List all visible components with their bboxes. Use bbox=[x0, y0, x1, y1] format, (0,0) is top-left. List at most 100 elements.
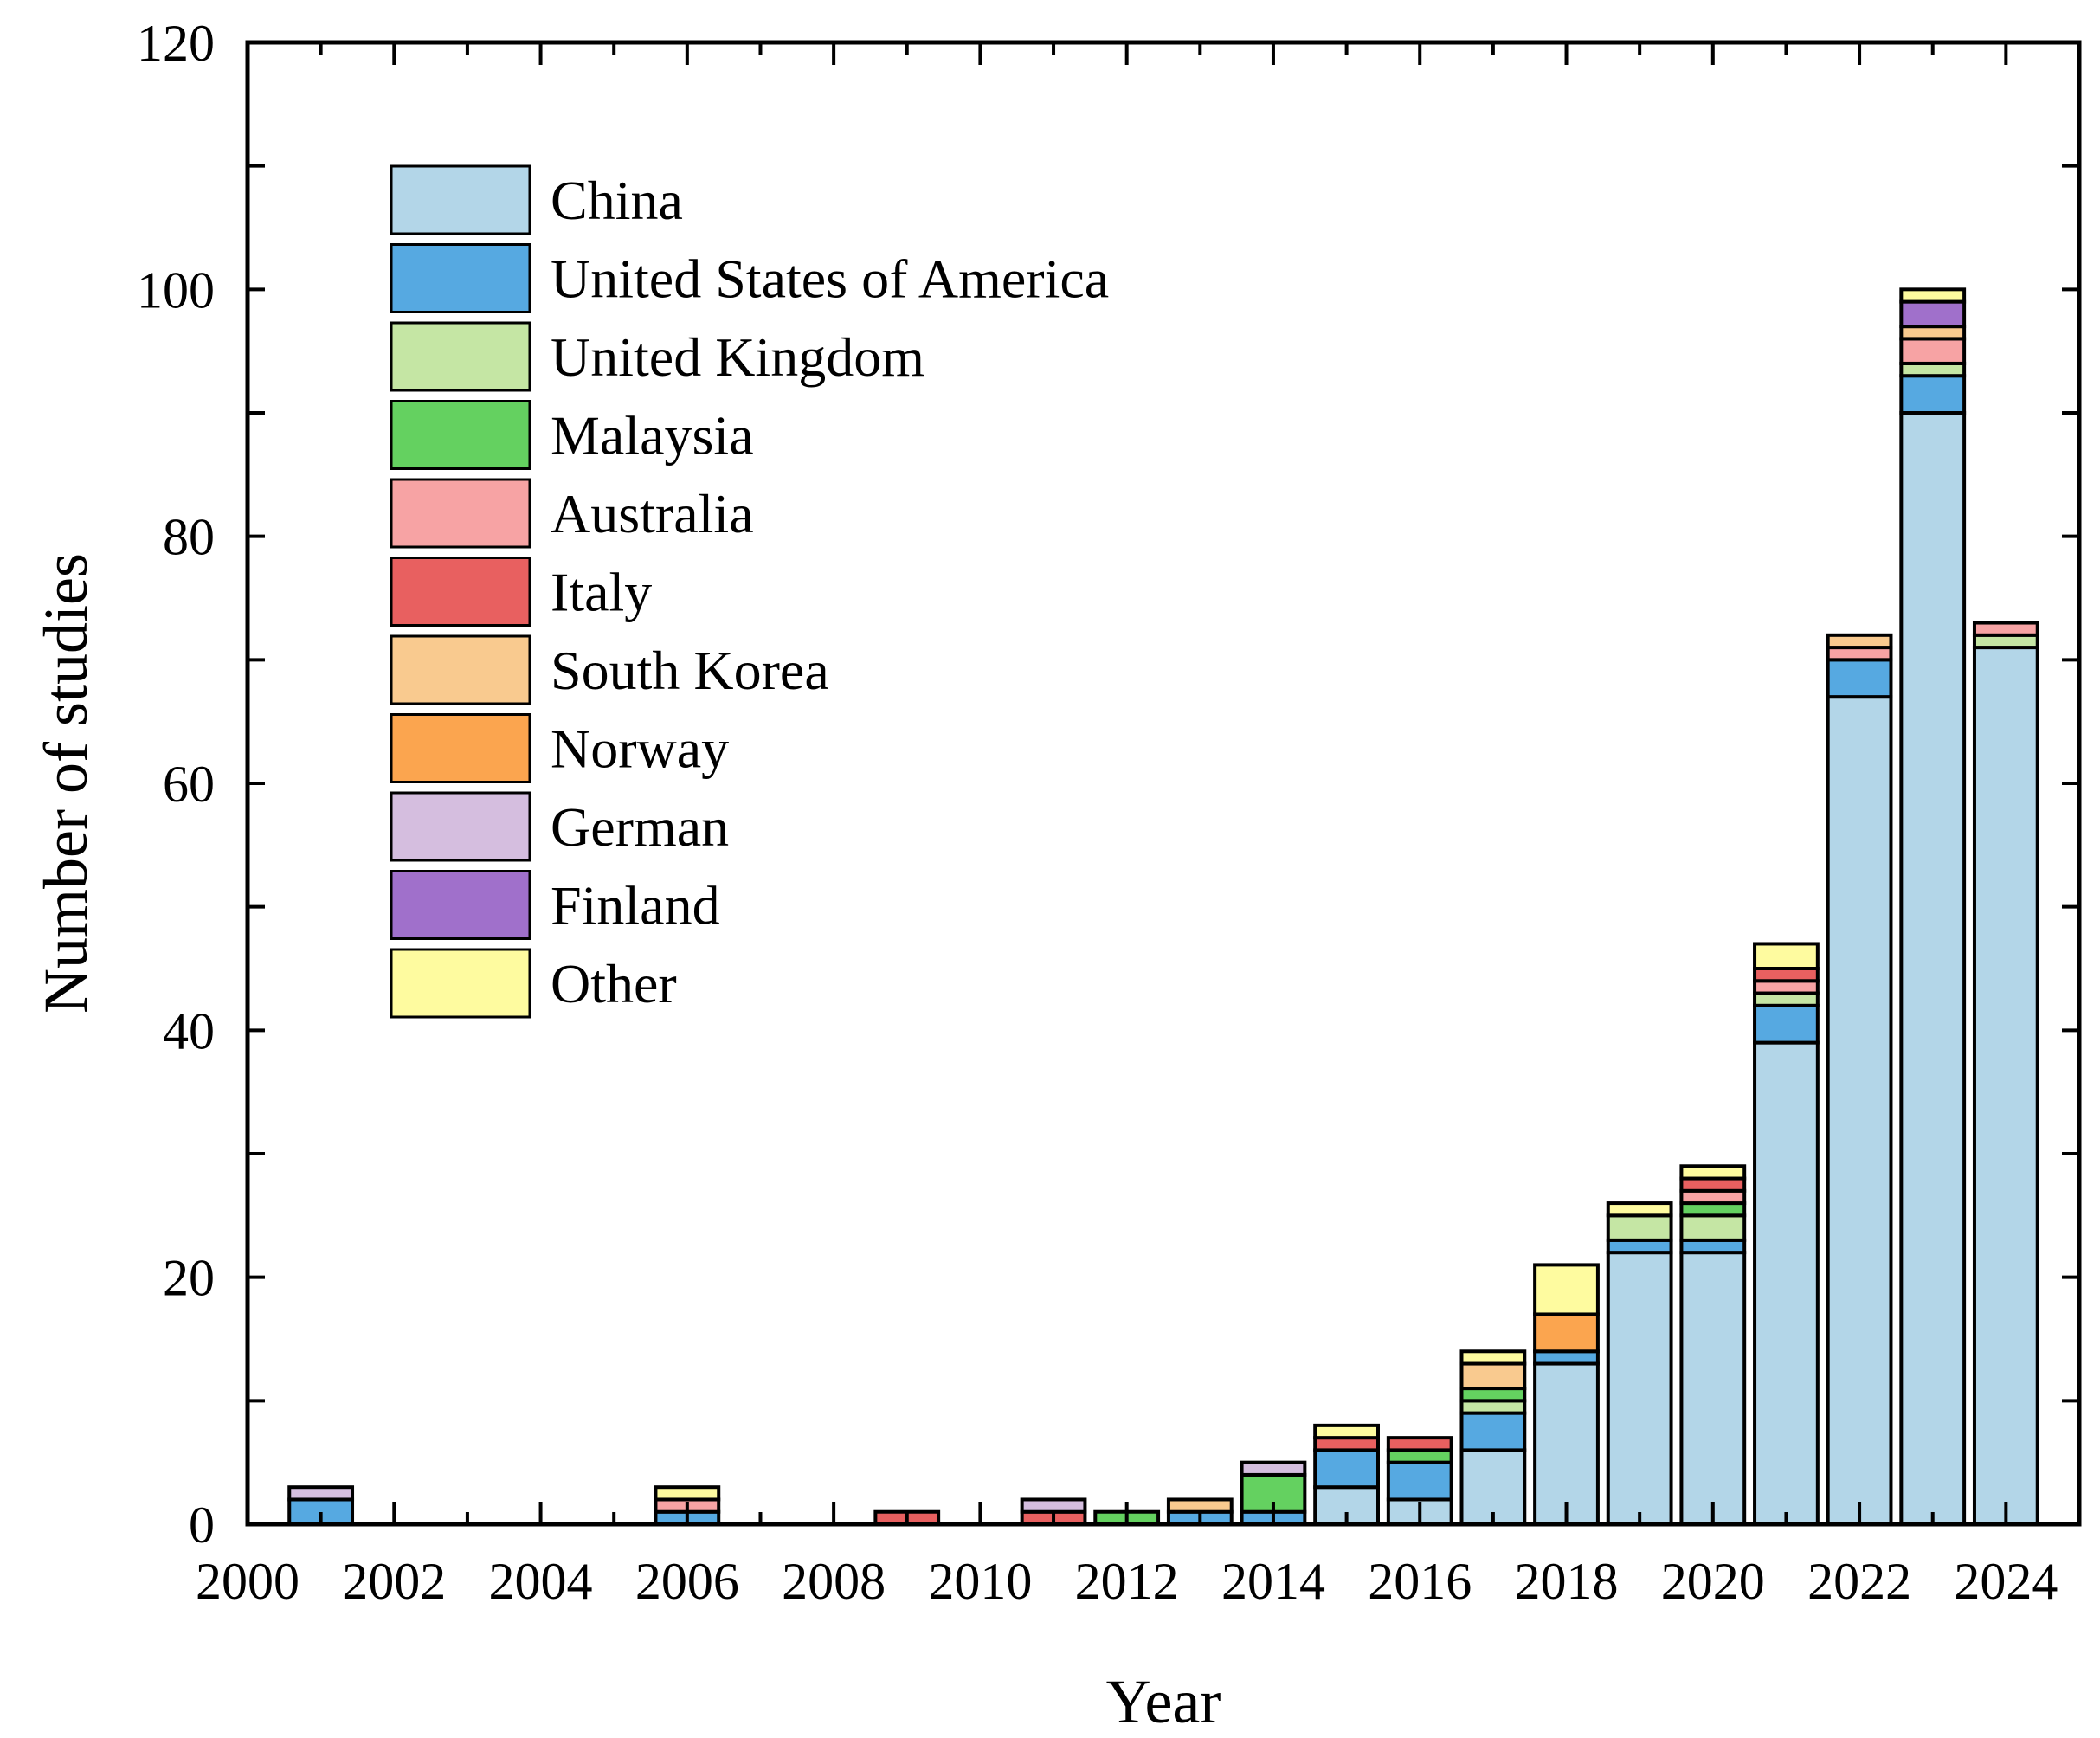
legend-swatch-south-korea bbox=[390, 634, 531, 705]
bar-segment-2006-other bbox=[654, 1485, 721, 1502]
bar-segment-2022-china bbox=[1826, 695, 1893, 1526]
bar-segment-2011-german bbox=[1020, 1497, 1087, 1514]
bar-segment-2023-australia bbox=[1899, 337, 1967, 365]
bar-segment-2023-other bbox=[1899, 287, 1967, 304]
y-axis-title: Number of studies bbox=[31, 553, 100, 1014]
x-tick-label-2014: 2014 bbox=[1221, 1553, 1325, 1610]
legend-label-china: China bbox=[551, 170, 683, 231]
bar-segment-2024-australia bbox=[1972, 621, 2039, 637]
legend-swatch-china bbox=[390, 164, 531, 235]
y-tick-label-120: 120 bbox=[137, 15, 215, 72]
bar-segment-2021-australia bbox=[1753, 979, 1820, 995]
x-tick-label-2006: 2006 bbox=[635, 1553, 739, 1610]
bar-segment-2023-finland bbox=[1899, 299, 1967, 329]
x-tick-label-2018: 2018 bbox=[1515, 1553, 1619, 1610]
y-tick-label-80: 80 bbox=[163, 509, 215, 566]
y-tick-label-20: 20 bbox=[163, 1250, 215, 1307]
legend-label-norway: Norway bbox=[551, 718, 729, 780]
bar-segment-2020-italy bbox=[1679, 1176, 1747, 1193]
bar-segment-2023-south-korea bbox=[1899, 325, 1967, 341]
bar-segment-2020-united-kingdom bbox=[1679, 1213, 1747, 1242]
bar-segment-2018-china bbox=[1533, 1361, 1600, 1526]
x-tick-label-2010: 2010 bbox=[928, 1553, 1032, 1610]
x-tick-label-2000: 2000 bbox=[196, 1553, 300, 1610]
bar-segment-2016-united-states-of-america bbox=[1386, 1460, 1453, 1502]
bar-segment-2021-united-kingdom bbox=[1753, 991, 1820, 1007]
legend-swatch-australia bbox=[390, 478, 531, 549]
legend-label-italy: Italy bbox=[551, 562, 652, 623]
legend-label-german: German bbox=[551, 796, 729, 858]
legend-swatch-finland bbox=[390, 870, 531, 940]
legend-swatch-german bbox=[390, 791, 531, 862]
bar-segment-2017-other bbox=[1459, 1349, 1527, 1366]
bars-layer bbox=[287, 287, 2039, 1527]
bar-segment-2018-norway bbox=[1533, 1312, 1600, 1354]
x-tick-label-2020: 2020 bbox=[1661, 1553, 1765, 1610]
bar-segment-2020-other bbox=[1679, 1164, 1747, 1181]
bar-segment-2013-south-korea bbox=[1166, 1497, 1234, 1514]
legend-swatch-united-kingdom bbox=[390, 321, 531, 392]
legend-label-finland: Finland bbox=[551, 875, 720, 937]
bar-segment-2020-china bbox=[1679, 1251, 1747, 1526]
bar-segment-2020-australia bbox=[1679, 1188, 1747, 1206]
bar-segment-2001-german bbox=[287, 1485, 355, 1502]
bar-segment-2014-german bbox=[1240, 1460, 1307, 1477]
bar-segment-2022-australia bbox=[1826, 646, 1893, 662]
bar-segment-2021-china bbox=[1753, 1040, 1820, 1526]
bar-segment-2022-united-states-of-america bbox=[1826, 658, 1893, 699]
bar-segment-2024-china bbox=[1972, 646, 2039, 1526]
legend-swatch-italy bbox=[390, 557, 531, 627]
legend-label-south-korea: South Korea bbox=[551, 640, 829, 701]
bar-segment-2015-italy bbox=[1313, 1436, 1380, 1452]
bar-segment-2018-other bbox=[1533, 1263, 1600, 1316]
y-tick-label-40: 40 bbox=[163, 1002, 215, 1059]
bar-segment-2018-united-states-of-america bbox=[1533, 1349, 1600, 1366]
bar-segment-2019-china bbox=[1606, 1251, 1673, 1526]
y-tick-label-60: 60 bbox=[163, 756, 215, 813]
ticks-layer bbox=[246, 41, 2081, 1526]
bar-segment-2016-italy bbox=[1386, 1436, 1453, 1452]
bar-segment-2019-united-states-of-america bbox=[1606, 1238, 1673, 1255]
bar-segment-2023-united-states-of-america bbox=[1899, 374, 1967, 415]
legend: China United States of America United King… bbox=[390, 164, 1109, 1019]
legend-swatch-malaysia bbox=[390, 400, 531, 470]
bar-segment-2021-other bbox=[1753, 942, 1820, 971]
x-axis-title: Year bbox=[1106, 1667, 1221, 1736]
x-tick-label-2004: 2004 bbox=[489, 1553, 593, 1610]
bar-segment-2021-united-states-of-america bbox=[1753, 1003, 1820, 1045]
x-tick-label-2022: 2022 bbox=[1807, 1553, 1911, 1610]
legend-swatch-united-states-of-america bbox=[390, 243, 531, 313]
bar-segment-2015-united-states-of-america bbox=[1313, 1448, 1380, 1490]
bar-segment-2017-united-kingdom bbox=[1459, 1399, 1527, 1415]
x-tick-label-2002: 2002 bbox=[342, 1553, 446, 1610]
bar-segment-2024-united-kingdom bbox=[1972, 633, 2039, 650]
legend-label-australia: Australia bbox=[551, 483, 754, 544]
bar-segment-2020-united-states-of-america bbox=[1679, 1238, 1747, 1255]
x-tick-label-2024: 2024 bbox=[1954, 1553, 2058, 1610]
bar-segment-2019-other bbox=[1606, 1201, 1673, 1218]
x-tick-label-2008: 2008 bbox=[782, 1553, 886, 1610]
bar-segment-2022-south-korea bbox=[1826, 633, 1893, 650]
legend-label-united-kingdom: United Kingdom bbox=[551, 326, 924, 388]
y-tick-label-0: 0 bbox=[189, 1497, 215, 1554]
legend-swatch-norway bbox=[390, 713, 531, 783]
bar-segment-2020-malaysia bbox=[1679, 1201, 1747, 1218]
legend-label-other: Other bbox=[551, 953, 677, 1014]
bar-segment-2021-italy bbox=[1753, 967, 1820, 983]
bar-segment-2017-united-states-of-america bbox=[1459, 1411, 1527, 1452]
bar-segment-2023-united-kingdom bbox=[1899, 361, 1967, 378]
bar-segment-2019-united-kingdom bbox=[1606, 1213, 1673, 1242]
x-tick-label-2012: 2012 bbox=[1075, 1553, 1179, 1610]
bar-segment-2017-malaysia bbox=[1459, 1387, 1527, 1403]
bar-segment-2017-south-korea bbox=[1459, 1361, 1527, 1391]
legend-swatch-other bbox=[390, 948, 531, 1019]
legend-label-malaysia: Malaysia bbox=[551, 405, 754, 467]
y-tick-label-100: 100 bbox=[137, 261, 215, 319]
x-tick-label-2016: 2016 bbox=[1368, 1553, 1472, 1610]
bar-segment-2016-malaysia bbox=[1386, 1448, 1453, 1464]
bar-segment-2023-china bbox=[1899, 411, 1967, 1526]
bar-segment-2015-other bbox=[1313, 1423, 1380, 1440]
tick-labels-layer: 2000 2002 2004 2006 2008 2010 2012 2014 2016 2018… bbox=[137, 15, 2058, 1610]
legend-label-united-states-of-america: United States of America bbox=[551, 248, 1109, 310]
